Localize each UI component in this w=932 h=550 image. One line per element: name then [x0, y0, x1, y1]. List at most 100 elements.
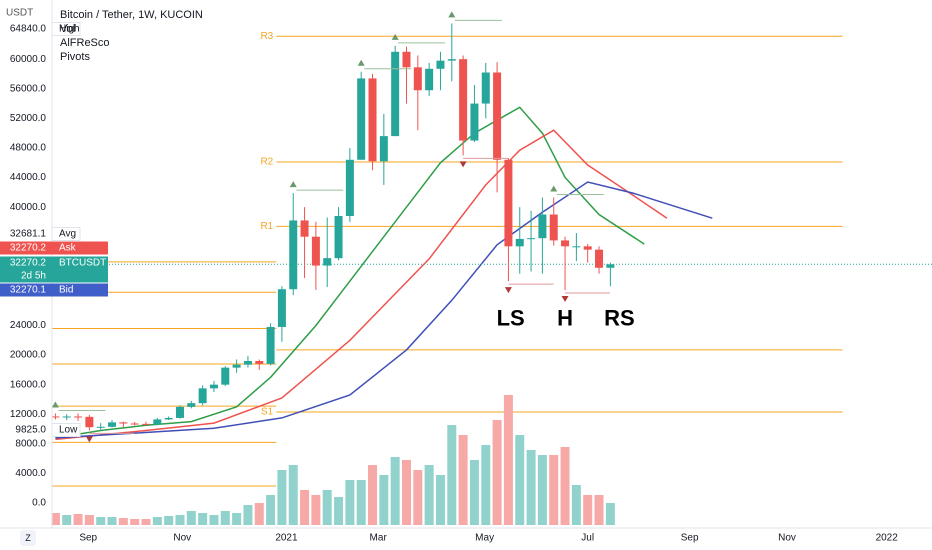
volume-bar [300, 490, 310, 525]
volume-bar [368, 465, 378, 525]
volume-bar [526, 450, 536, 525]
price-badge [0, 241, 108, 255]
volume-bar [322, 490, 332, 525]
candle-body [164, 417, 173, 420]
volume-bar [424, 465, 434, 525]
volume-bar [107, 517, 117, 525]
fractal-low [504, 287, 512, 294]
volume-bar [62, 515, 72, 525]
y-tick-label: 16000.0 [10, 379, 47, 390]
zoom-button[interactable] [20, 530, 36, 546]
candle-body [402, 51, 411, 68]
y-tick-label: 40000.0 [10, 202, 47, 213]
volume-bar [413, 470, 423, 525]
candle-body [504, 159, 513, 247]
price-badge-name: Avg [59, 229, 76, 240]
price-badge-name-box [51, 423, 81, 437]
volume-bar [515, 435, 525, 525]
fractal-low [561, 295, 569, 302]
volume-bar [401, 460, 411, 525]
volume-bar [50, 513, 60, 525]
volume-bar [209, 515, 219, 525]
pivot-label: R2 [260, 157, 273, 168]
volume-bar [481, 445, 491, 525]
x-tick-label: Sep [681, 533, 699, 544]
volume-bar [435, 475, 445, 525]
y-tick-label: 60000.0 [10, 54, 47, 65]
candle-body [74, 416, 83, 418]
candle-body [379, 136, 388, 162]
moving-average-line [55, 129, 668, 441]
candle-body [289, 220, 298, 290]
price-badge [0, 423, 52, 437]
volume-bar [458, 435, 468, 525]
price-badge-name-box [51, 22, 81, 36]
volume-bar [198, 513, 208, 525]
candle-body [368, 78, 377, 162]
volume-bar [311, 495, 321, 525]
annotation: LS [497, 305, 525, 330]
candle-body [481, 72, 490, 104]
candle-body [595, 249, 604, 268]
volume-bar [175, 515, 185, 525]
volume-bar [469, 460, 479, 525]
candle-body [221, 367, 230, 385]
candle-body [232, 364, 241, 368]
candle-body [493, 72, 502, 160]
volume-bar [379, 475, 389, 525]
pivot-label: R3 [260, 31, 273, 42]
volume-bar [503, 395, 513, 525]
candle-body [119, 422, 128, 424]
candle-body [142, 423, 151, 425]
y-tick-label: 4000.0 [15, 468, 46, 479]
price-badge [0, 227, 52, 241]
y-tick-label: 44000.0 [10, 172, 47, 183]
annotation: RS [604, 305, 635, 330]
price-badge-name: Low [59, 425, 78, 436]
fractal-high [391, 33, 399, 40]
candle-body [459, 59, 468, 141]
volume-bar [243, 505, 253, 525]
currency-label: USDT [6, 8, 33, 19]
y-tick-label: 48000.0 [10, 143, 47, 154]
volume-bar [118, 518, 128, 525]
volume-bar [277, 470, 287, 525]
candle-body [583, 246, 592, 250]
candle-body [108, 422, 117, 427]
candle-body [277, 289, 286, 327]
y-tick-label: 12000.0 [10, 409, 47, 420]
volume-bar [288, 465, 298, 525]
moving-average-line [55, 106, 645, 439]
volume-bar [594, 495, 604, 525]
x-tick-label: 2022 [876, 533, 899, 544]
candle-body [527, 238, 536, 240]
price-badge-value: 32270.2 [10, 258, 47, 269]
volume-bar [96, 517, 106, 525]
volume-bar [560, 447, 570, 525]
candle-body [357, 78, 366, 160]
volume-bar [571, 485, 581, 525]
price-badge-value: 32270.1 [10, 285, 47, 296]
candle-body [300, 220, 309, 237]
volume-bar [390, 457, 400, 525]
candle-body [187, 403, 196, 407]
price-badge-countdown: 2d 5h [21, 271, 46, 282]
volume-bar [549, 455, 559, 525]
zoom-button-icon[interactable]: Z [25, 533, 31, 543]
y-tick-label: 20000.0 [10, 350, 47, 361]
pivot-label: S1 [261, 407, 274, 418]
candle-body [606, 264, 615, 268]
volume-bar [84, 515, 94, 525]
x-tick-label: Nov [778, 533, 796, 544]
price-badge [0, 22, 52, 36]
fractal-high [550, 185, 558, 192]
volume-bar [73, 514, 83, 525]
fractal-low [85, 436, 93, 443]
price-badge-value: 32681.1 [10, 229, 47, 240]
volume-bar [220, 511, 230, 525]
annotation: H [557, 305, 573, 330]
indicator-label: Vol [60, 23, 75, 35]
chart-title: Bitcoin / Tether, 1W, KUCOIN [60, 9, 203, 21]
y-tick-label: 56000.0 [10, 83, 47, 94]
volume-bar [334, 497, 344, 525]
